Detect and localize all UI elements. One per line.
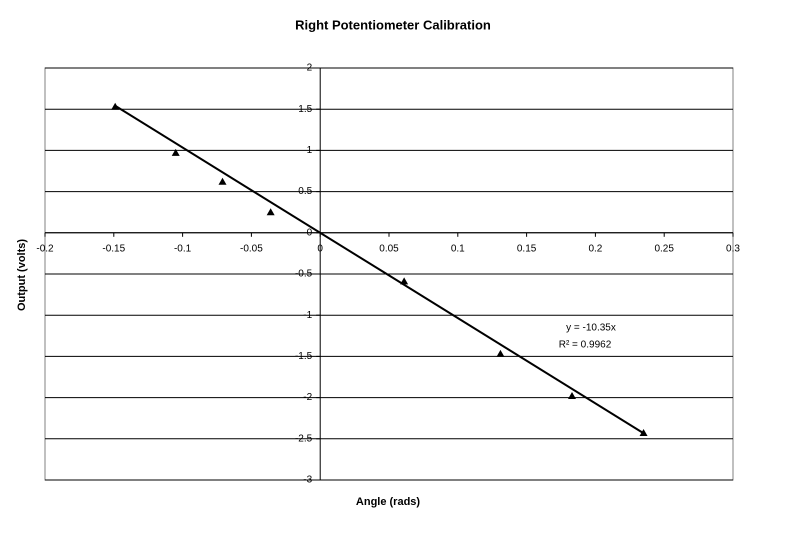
chart-title: Right Potentiometer Calibration [295, 17, 491, 32]
y-tick-label: 0.5 [298, 186, 312, 197]
trendline-equation: y = -10.35x [566, 323, 616, 334]
x-tick-label: 0.1 [451, 243, 465, 254]
y-tick-label: -0.5 [295, 269, 313, 280]
x-axis-label: Angle (rads) [356, 496, 421, 508]
trendline-r-squared: R² = 0.9962 [559, 340, 612, 351]
y-tick-label: 2 [307, 63, 313, 74]
point [171, 148, 180, 156]
y-tick-label: -1.5 [295, 351, 313, 362]
y-tick-label: -3 [303, 475, 312, 486]
point [218, 177, 227, 185]
y-tick-label: -2.5 [295, 433, 313, 444]
trendline [114, 104, 645, 435]
x-tick-label: -0.2 [36, 243, 54, 254]
point [496, 349, 505, 357]
x-tick-label: 0.25 [654, 243, 674, 254]
y-tick-label: -1 [303, 310, 312, 321]
x-tick-label: 0.2 [588, 243, 602, 254]
y-tick-label: 1.5 [298, 104, 312, 115]
x-tick-label: -0.05 [240, 243, 263, 254]
x-tick-label: -0.1 [174, 243, 192, 254]
x-tick-label: 0.3 [726, 243, 740, 254]
y-tick-label: -2 [303, 392, 312, 403]
x-tick-label: -0.15 [102, 243, 125, 254]
point [266, 208, 275, 216]
x-tick-label: 0.15 [517, 243, 537, 254]
y-axis-label: Output (volts) [16, 239, 28, 311]
point [568, 391, 577, 399]
x-tick-label: 0.05 [379, 243, 399, 254]
y-tick-label: 1 [307, 145, 313, 156]
